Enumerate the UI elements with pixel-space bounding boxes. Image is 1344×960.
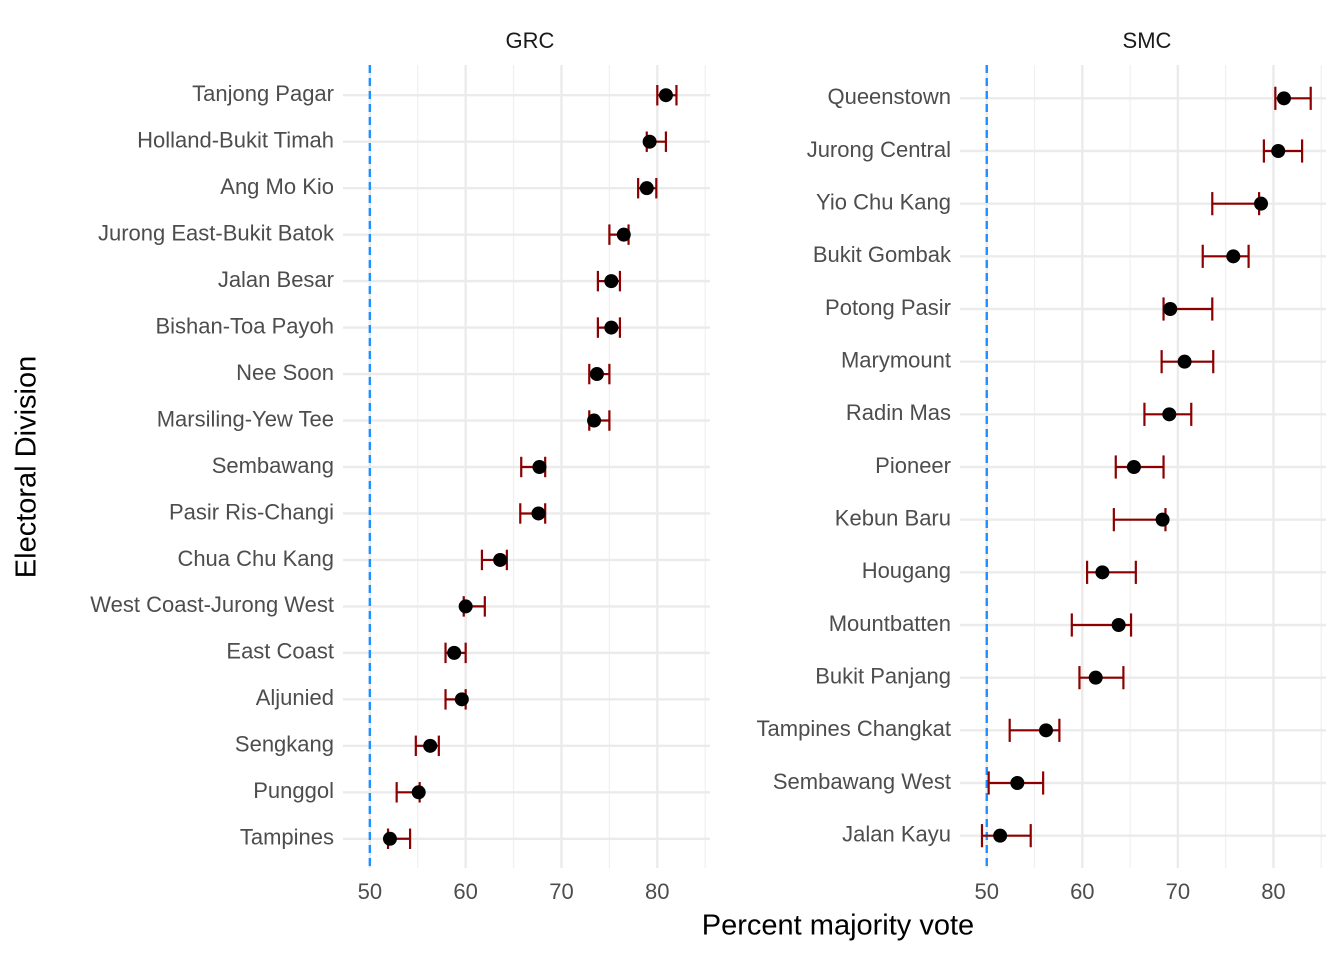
x-tick-label: 50 — [975, 879, 999, 904]
point — [1095, 565, 1110, 580]
y-tick-label: Pasir Ris-Changi — [169, 499, 334, 524]
point — [604, 274, 619, 289]
point — [1177, 354, 1192, 369]
y-axis-title: Electoral Division — [11, 356, 43, 578]
y-tick-label: Chua Chu Kang — [177, 546, 334, 571]
y-tick-label: Hougang — [862, 558, 951, 583]
x-tick-label: 60 — [453, 879, 477, 904]
point — [531, 506, 546, 521]
y-tick-label: Sembawang — [212, 453, 334, 478]
point — [1226, 249, 1241, 264]
y-tick-label: Potong Pasir — [825, 295, 951, 320]
point — [1088, 670, 1103, 685]
point — [1039, 723, 1054, 738]
x-tick-label: 70 — [1166, 879, 1190, 904]
y-tick-label: Holland-Bukit Timah — [137, 128, 334, 153]
point — [447, 645, 462, 660]
y-tick-label: Tanjong Pagar — [192, 81, 334, 106]
y-tick-label: Kebun Baru — [835, 505, 951, 530]
y-tick-label: Ang Mo Kio — [220, 174, 334, 199]
y-tick-label: Mountbatten — [829, 611, 951, 636]
x-tick-label: 70 — [549, 879, 573, 904]
y-tick-label: Queenstown — [827, 84, 951, 109]
y-tick-label: Marsiling-Yew Tee — [157, 406, 334, 431]
y-tick-label: Marymount — [841, 347, 951, 372]
x-tick-label: 60 — [1070, 879, 1094, 904]
point — [493, 552, 508, 567]
point — [1126, 460, 1141, 474]
y-tick-label: Jalan Besar — [218, 267, 334, 292]
y-tick-label: Sembawang West — [773, 769, 951, 794]
point — [1155, 512, 1170, 527]
x-tick-label: 80 — [1261, 879, 1285, 904]
point — [604, 320, 619, 335]
point — [1162, 407, 1177, 422]
point — [1010, 776, 1025, 790]
y-tick-label: Jurong Central — [807, 137, 951, 162]
y-tick-label: Punggol — [253, 778, 334, 803]
y-tick-label: Jurong East-Bukit Batok — [98, 220, 335, 245]
y-tick-label: Jalan Kayu — [842, 821, 951, 846]
x-tick-label: 80 — [645, 879, 669, 904]
point — [642, 134, 657, 149]
point — [1163, 302, 1178, 316]
point — [423, 738, 438, 753]
point — [382, 831, 397, 846]
facet-title: SMC — [1123, 28, 1172, 53]
x-axis-title: Percent majority vote — [702, 910, 974, 942]
point — [589, 367, 604, 382]
y-tick-label: West Coast-Jurong West — [90, 592, 334, 617]
point — [658, 88, 673, 103]
point — [1276, 91, 1291, 106]
point — [454, 692, 469, 707]
y-tick-label: Bukit Panjang — [815, 663, 951, 688]
point — [1271, 144, 1286, 158]
facet-title: GRC — [506, 28, 555, 53]
y-tick-label: Sengkang — [235, 732, 334, 757]
point — [411, 785, 426, 800]
y-tick-label: East Coast — [226, 639, 334, 664]
point — [1254, 196, 1269, 211]
point — [993, 828, 1008, 843]
x-tick-label: 50 — [358, 879, 382, 904]
point — [458, 599, 473, 614]
y-tick-label: Aljunied — [256, 685, 334, 710]
y-tick-label: Yio Chu Kang — [816, 189, 951, 214]
point — [1111, 618, 1126, 632]
point — [587, 413, 602, 428]
point — [639, 181, 654, 196]
y-tick-label: Bishan-Toa Payoh — [155, 313, 334, 338]
y-tick-label: Tampines — [240, 825, 334, 850]
y-tick-label: Pioneer — [875, 453, 951, 478]
point — [616, 227, 631, 242]
point — [532, 460, 547, 474]
y-tick-label: Nee Soon — [236, 360, 334, 385]
y-tick-label: Bukit Gombak — [813, 242, 952, 267]
y-tick-label: Radin Mas — [846, 400, 951, 425]
y-tick-label: Tampines Changkat — [757, 716, 951, 741]
